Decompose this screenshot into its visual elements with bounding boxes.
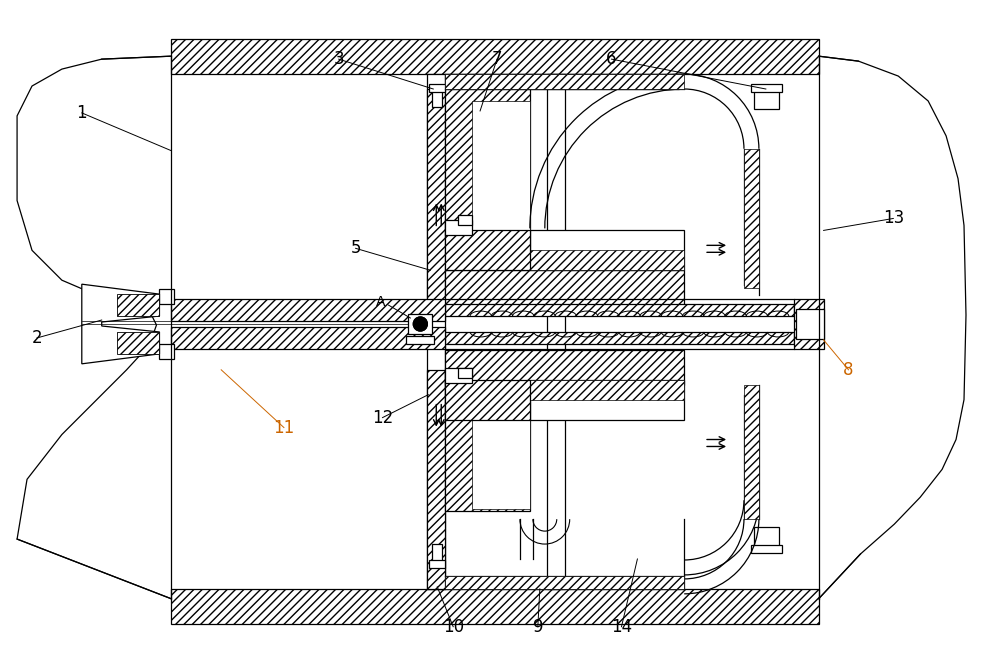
Bar: [427, 74, 445, 589]
Bar: [406, 336, 434, 344]
Bar: [744, 385, 759, 519]
Text: 9: 9: [533, 618, 543, 636]
Bar: [171, 39, 819, 74]
Text: 1: 1: [76, 104, 87, 122]
Bar: [754, 527, 779, 547]
Bar: [530, 230, 684, 270]
Bar: [117, 294, 159, 316]
Bar: [445, 368, 472, 383]
Circle shape: [413, 317, 427, 331]
Text: 14: 14: [611, 618, 632, 636]
Bar: [445, 74, 684, 89]
Bar: [429, 560, 445, 568]
Bar: [472, 101, 530, 230]
Text: A: A: [376, 295, 385, 309]
Bar: [530, 380, 684, 400]
Bar: [159, 289, 174, 304]
Bar: [171, 327, 445, 349]
Bar: [408, 314, 432, 334]
Bar: [445, 89, 530, 230]
Bar: [547, 74, 565, 589]
Text: 8: 8: [843, 361, 854, 379]
Bar: [445, 230, 530, 270]
Bar: [530, 380, 684, 420]
Bar: [751, 84, 782, 92]
Bar: [445, 74, 679, 89]
Bar: [744, 149, 759, 288]
Text: 10: 10: [443, 618, 464, 636]
Text: 13: 13: [883, 210, 904, 227]
Text: 7: 7: [492, 50, 502, 68]
Bar: [159, 344, 174, 359]
Circle shape: [413, 317, 427, 331]
Text: 11: 11: [273, 419, 295, 437]
Bar: [427, 89, 445, 305]
Bar: [472, 380, 530, 509]
Bar: [427, 370, 445, 589]
Bar: [445, 332, 794, 344]
Bar: [432, 544, 442, 562]
Bar: [794, 299, 824, 349]
Bar: [445, 304, 794, 316]
Bar: [445, 270, 684, 305]
Bar: [445, 370, 530, 511]
Bar: [458, 215, 472, 225]
Bar: [432, 89, 442, 107]
Bar: [171, 299, 445, 321]
Bar: [445, 380, 530, 420]
Text: 2: 2: [32, 329, 42, 347]
Bar: [751, 545, 782, 553]
Bar: [429, 84, 445, 92]
Bar: [445, 350, 684, 385]
Text: 3: 3: [333, 50, 344, 68]
Bar: [530, 251, 684, 270]
Bar: [171, 589, 819, 624]
Text: 12: 12: [372, 409, 393, 426]
Bar: [796, 309, 824, 339]
Polygon shape: [82, 284, 159, 364]
Bar: [754, 89, 779, 109]
Bar: [445, 576, 684, 589]
Text: 6: 6: [606, 50, 617, 68]
Bar: [117, 332, 159, 354]
Bar: [458, 368, 472, 378]
Bar: [445, 221, 472, 236]
Text: 5: 5: [350, 239, 361, 257]
